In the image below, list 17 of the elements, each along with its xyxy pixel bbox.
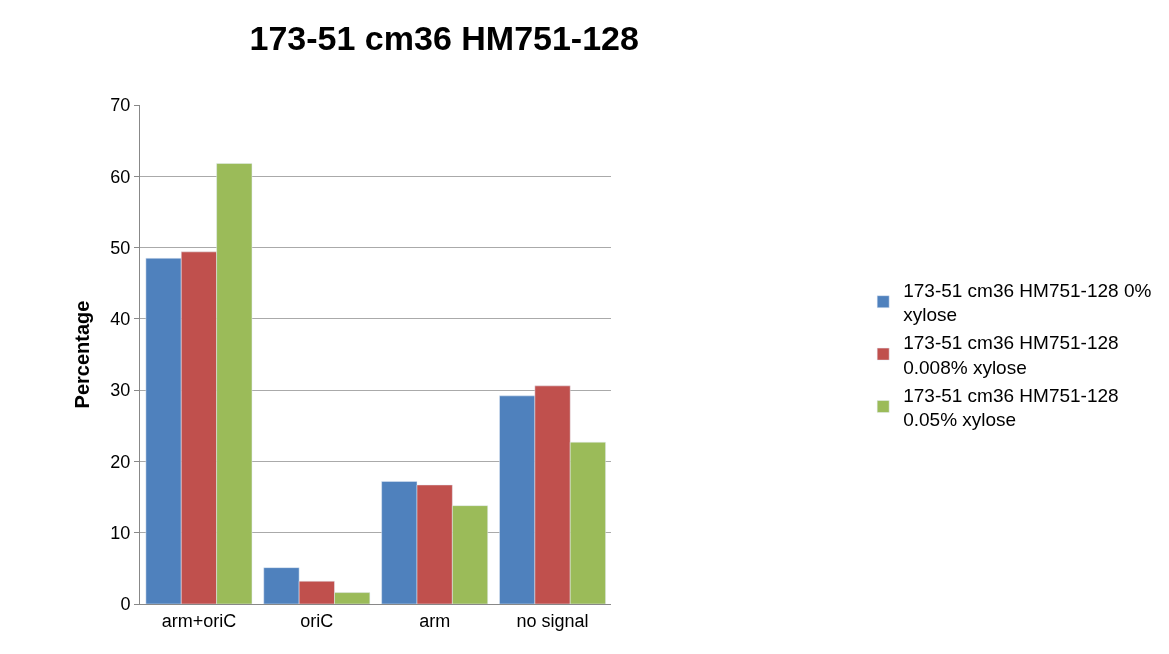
y-tick-label: 70 [110,95,131,116]
y-tick-label: 50 [110,237,131,258]
x-tick-label: arm [419,610,451,631]
y-axis-title: Percentage [70,300,93,409]
y-tick-label: 30 [110,380,131,401]
y-tick-label: 20 [110,451,131,472]
legend-label: 173-51 cm36 HM751-128 0.008% xylose [903,332,1119,378]
y-tick-label: 10 [110,523,131,544]
y-tick-label: 0 [120,594,131,615]
x-tick-label: arm+oriC [161,610,237,631]
y-tick-label: 60 [110,166,131,187]
legend-label: 173-51 cm36 HM751-128 0.05% xylose [903,384,1119,431]
x-tick-label: no signal [516,610,589,631]
chart-title: 173-51 cm36 HM751-128 [249,18,639,57]
y-tick-label: 40 [110,309,131,330]
legend-label: 173-51 cm36 HM751-128 0% xylose [903,279,1152,326]
x-tick-label: oriC [300,610,334,631]
